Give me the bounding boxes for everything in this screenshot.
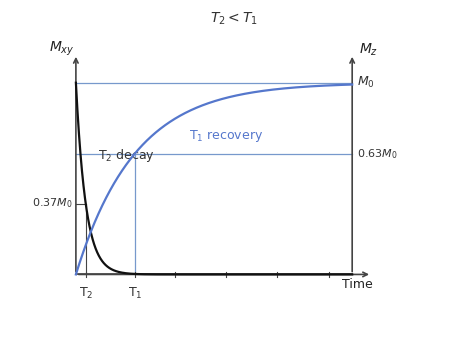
- Text: 0.63$M_0$: 0.63$M_0$: [357, 147, 398, 161]
- Text: T$_2$: T$_2$: [79, 286, 93, 301]
- Text: $M_z$: $M_z$: [359, 42, 379, 58]
- Text: $T_2 < T_1$: $T_2 < T_1$: [210, 10, 258, 27]
- Text: T$_2$ decay: T$_2$ decay: [98, 147, 154, 164]
- Text: $M_0$: $M_0$: [357, 75, 375, 90]
- Text: T$_1$: T$_1$: [128, 286, 142, 301]
- Text: T$_1$ recovery: T$_1$ recovery: [189, 128, 263, 144]
- Text: $M_{xy}$: $M_{xy}$: [49, 40, 75, 58]
- Text: Time: Time: [342, 278, 373, 291]
- Text: 0.37$M_0$: 0.37$M_0$: [32, 197, 73, 211]
